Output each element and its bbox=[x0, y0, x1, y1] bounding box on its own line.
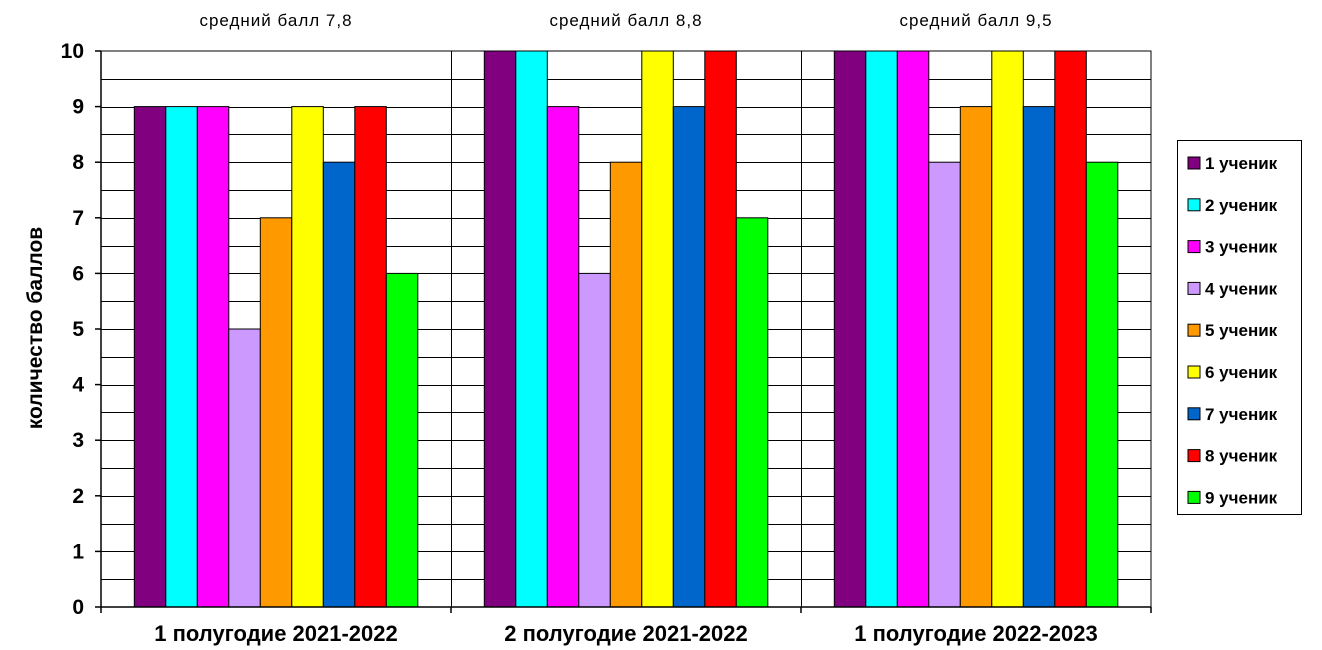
average-annotation: средний балл 7,8 bbox=[199, 11, 352, 30]
bar bbox=[959, 106, 993, 608]
y-tick-label: 1 bbox=[72, 540, 84, 563]
legend-swatch bbox=[1187, 365, 1201, 379]
bar bbox=[322, 161, 356, 608]
y-tick-label: 0 bbox=[72, 596, 84, 619]
y-tick-labels: 0 1 2 3 4 5 6 7 8 9 10 bbox=[61, 40, 85, 619]
bar bbox=[704, 50, 737, 608]
legend-label: 2 ученик bbox=[1205, 196, 1278, 215]
legend-label: 1 ученик bbox=[1205, 154, 1278, 173]
legend-swatch bbox=[1187, 156, 1201, 170]
bar bbox=[896, 50, 930, 608]
legend-label: 6 ученик bbox=[1205, 363, 1278, 382]
y-tick-label: 2 bbox=[72, 485, 84, 508]
y-axis-label: количество баллов bbox=[24, 227, 47, 430]
y-tick-label: 4 bbox=[72, 374, 84, 397]
legend-label: 8 ученик bbox=[1205, 447, 1278, 466]
bar bbox=[735, 217, 769, 608]
bar bbox=[546, 106, 580, 608]
y-tick-label: 6 bbox=[72, 262, 84, 285]
bar bbox=[928, 161, 961, 608]
average-annotation: средний балл 8,8 bbox=[549, 11, 702, 30]
x-category-label: 1 полугодие 2022-2023 bbox=[854, 621, 1098, 646]
legend-swatch bbox=[1187, 240, 1201, 254]
legend-swatch bbox=[1187, 198, 1201, 212]
legend-swatch bbox=[1187, 281, 1201, 295]
bar bbox=[865, 50, 898, 608]
bar bbox=[291, 106, 324, 608]
bar bbox=[165, 106, 198, 608]
y-tick-label: 9 bbox=[72, 96, 84, 119]
x-category-labels: 1 полугодие 2021-2022 2 полугодие 2021-20… bbox=[154, 621, 1098, 646]
average-annotation: средний балл 9,5 bbox=[899, 11, 1052, 30]
bar bbox=[1085, 161, 1119, 608]
average-annotations: средний балл 7,8 средний балл 8,8 средний … bbox=[199, 11, 1052, 30]
y-tick-label: 5 bbox=[72, 318, 84, 341]
y-tick-label: 3 bbox=[72, 429, 84, 452]
bar bbox=[354, 106, 387, 608]
y-tick-label: 7 bbox=[72, 207, 84, 230]
bar bbox=[259, 217, 293, 608]
bar bbox=[385, 272, 419, 608]
bar bbox=[991, 50, 1024, 608]
legend-swatch bbox=[1187, 490, 1201, 504]
bar bbox=[1054, 50, 1087, 608]
y-tick-label: 8 bbox=[72, 151, 84, 174]
y-tick-label: 10 bbox=[61, 40, 84, 63]
legend-label: 7 ученик bbox=[1205, 405, 1278, 424]
bar bbox=[1022, 106, 1056, 608]
axes bbox=[95, 50, 1152, 613]
legend-swatch bbox=[1187, 407, 1201, 421]
bar bbox=[833, 50, 867, 608]
x-category-label: 1 полугодие 2021-2022 bbox=[154, 621, 398, 646]
bar bbox=[228, 328, 261, 608]
bar bbox=[133, 106, 167, 608]
bar bbox=[515, 50, 548, 608]
legend-label: 9 ученик bbox=[1205, 488, 1278, 507]
bar bbox=[483, 50, 517, 608]
bar bbox=[672, 106, 706, 608]
legend-label: 5 ученик bbox=[1205, 321, 1278, 340]
legend-label: 3 ученик bbox=[1205, 238, 1278, 257]
bar bbox=[578, 272, 611, 608]
bar bbox=[609, 161, 643, 608]
legend-label: 4 ученик bbox=[1205, 279, 1278, 298]
x-category-label: 2 полугодие 2021-2022 bbox=[504, 621, 748, 646]
legend-swatch bbox=[1187, 323, 1201, 337]
bar bbox=[196, 106, 230, 608]
bar bbox=[641, 50, 674, 608]
legend-swatch bbox=[1187, 449, 1201, 463]
legend: 1 ученик 2 ученик 3 ученик 4 ученик 5 ученик… bbox=[1177, 140, 1302, 515]
